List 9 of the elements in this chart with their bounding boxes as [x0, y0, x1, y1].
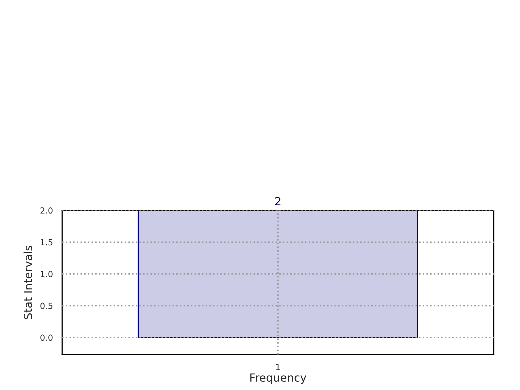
x-axis-title: Frequency: [250, 374, 307, 384]
y-tick-label: 0.5: [40, 302, 53, 310]
y-axis-title: Stat Intervals: [24, 246, 32, 320]
data-label: 2: [275, 197, 281, 206]
y-tick-label: 2.0: [40, 208, 53, 214]
x-tick-label: 1: [276, 364, 280, 370]
y-tick-label: 0.0: [40, 334, 53, 342]
y-tick-label: 1.5: [41, 239, 53, 246]
y-tick-label: 1.0: [41, 271, 53, 278]
